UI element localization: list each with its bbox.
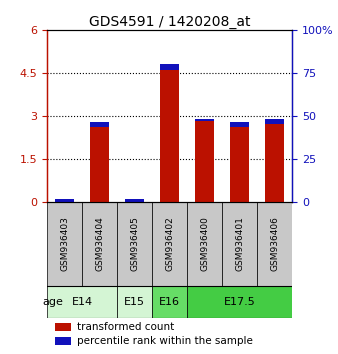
Bar [47,202,82,286]
Text: E17.5: E17.5 [224,297,256,307]
Bar [160,64,179,202]
Text: E16: E16 [159,297,180,307]
Text: GSM936404: GSM936404 [95,217,104,271]
Text: GSM936402: GSM936402 [165,217,174,271]
Bar [55,199,74,202]
Bar [265,119,285,124]
Bar [82,202,117,286]
Bar [195,119,215,202]
Bar [187,202,222,286]
Bar [187,286,292,318]
Bar [90,122,110,202]
Bar [222,202,257,286]
Bar [90,122,110,127]
Bar [265,119,285,202]
Text: GSM936403: GSM936403 [60,216,69,271]
Bar [55,200,74,202]
Bar [230,122,249,202]
Bar [47,286,117,318]
Text: E15: E15 [124,297,145,307]
Bar [152,202,187,286]
Text: percentile rank within the sample: percentile rank within the sample [77,337,252,347]
Bar [55,323,71,331]
Bar [257,202,292,286]
Bar [117,202,152,286]
Bar [230,122,249,127]
Text: age: age [42,297,63,307]
Text: E14: E14 [72,297,93,307]
Bar [125,200,144,202]
Text: GSM936400: GSM936400 [200,216,209,271]
Bar [55,337,71,346]
Text: transformed count: transformed count [77,322,174,332]
Bar [125,199,144,202]
Text: GSM936405: GSM936405 [130,216,139,271]
Text: GSM936401: GSM936401 [235,216,244,271]
Text: GSM936406: GSM936406 [270,216,280,271]
Bar [195,119,215,121]
Bar [117,286,152,318]
Bar [160,64,179,70]
Title: GDS4591 / 1420208_at: GDS4591 / 1420208_at [89,15,250,29]
Bar [152,286,187,318]
